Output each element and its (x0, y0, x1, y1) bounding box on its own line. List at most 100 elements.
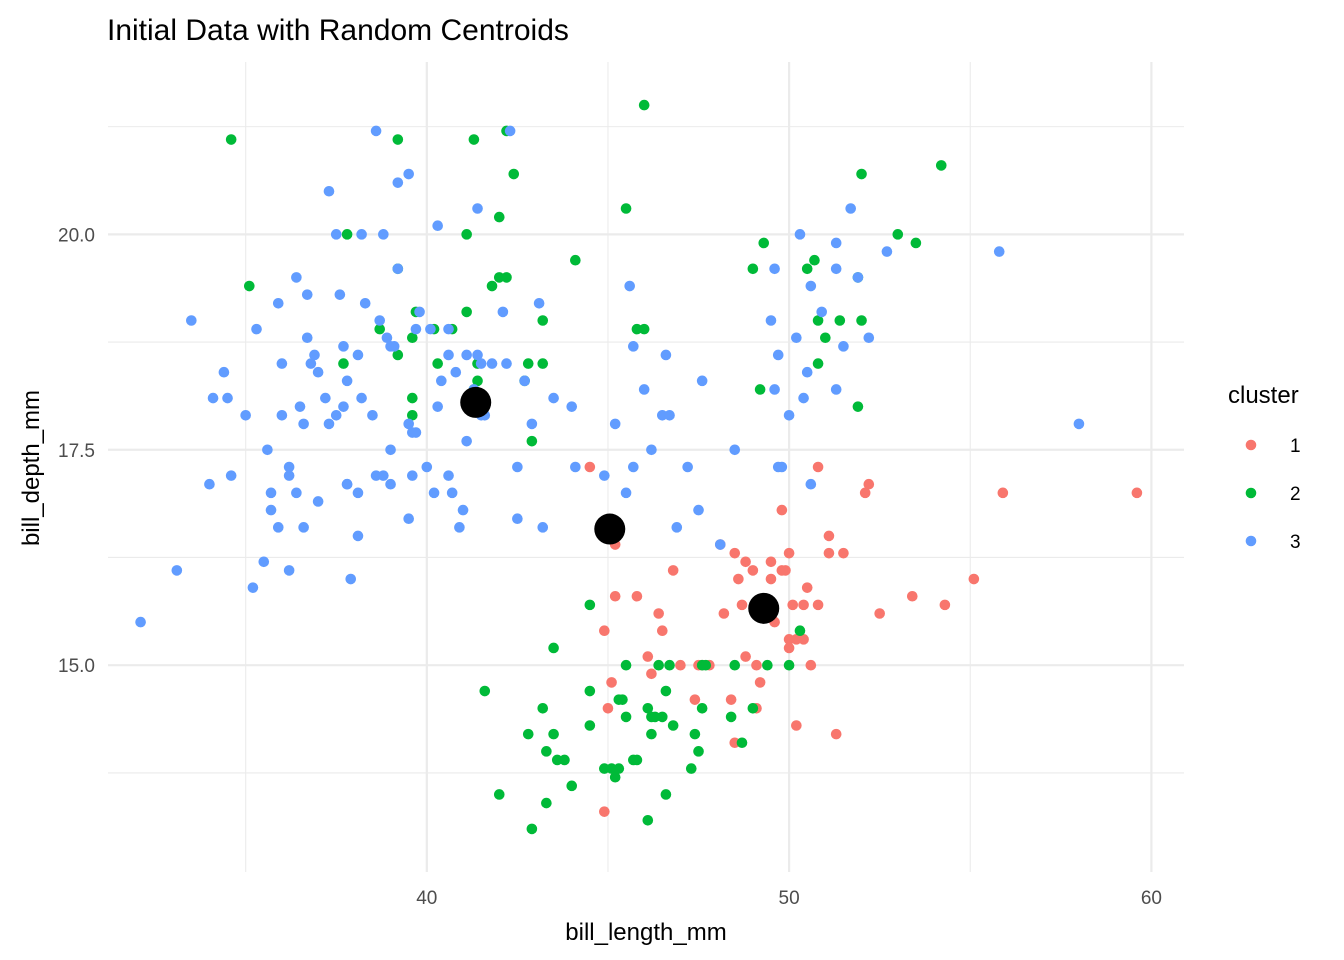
data-point-cluster-1 (740, 651, 751, 662)
data-point-cluster-3 (385, 341, 396, 352)
data-point-cluster-2 (910, 237, 922, 249)
data-point-cluster-1 (729, 737, 741, 749)
data-point-cluster-3 (378, 229, 389, 240)
data-point-cluster-3 (830, 384, 842, 395)
data-point-cluster-1 (780, 565, 791, 576)
data-point-cluster-3 (403, 168, 415, 180)
data-point-cluster-3 (769, 263, 780, 275)
data-point-cluster-2 (609, 771, 621, 783)
data-point-cluster-1 (783, 634, 795, 645)
data-point-cluster-2 (638, 323, 650, 335)
data-point-cluster-1 (754, 677, 766, 688)
legend-label-2: 2 (1290, 484, 1301, 505)
data-point-cluster-1 (823, 547, 835, 559)
data-point-cluster-2 (685, 763, 697, 774)
data-point-cluster-1 (599, 806, 610, 817)
data-point-cluster-3 (570, 461, 581, 473)
data-point-cluster-3 (225, 470, 237, 481)
data-point-cluster-3 (240, 409, 251, 421)
data-point-cluster-2 (548, 642, 559, 654)
data-point-cluster-3 (338, 341, 349, 352)
data-point-cluster-1 (642, 651, 654, 662)
data-point-cluster-2 (566, 780, 578, 792)
data-point-cluster-3 (432, 401, 443, 412)
data-point-cluster-3 (526, 418, 538, 430)
data-point-cluster-1 (657, 625, 668, 637)
legend-title: cluster (1228, 382, 1299, 409)
data-point-cluster-3 (204, 478, 215, 490)
data-point-cluster-3 (359, 297, 371, 309)
data-point-cluster-3 (410, 323, 422, 335)
data-point-cluster-2 (407, 392, 418, 404)
data-point-cluster-1 (765, 573, 777, 585)
data-point-cluster-2 (794, 625, 806, 637)
data-point-cluster-3 (356, 229, 367, 240)
data-point-cluster-3 (664, 409, 675, 421)
data-point-cluster-3 (272, 522, 284, 533)
data-point-cluster-2 (747, 263, 759, 275)
data-point-cluster-2 (856, 315, 867, 326)
data-point-cluster-3 (352, 530, 364, 542)
data-point-cluster-1 (606, 677, 617, 688)
data-point-cluster-2 (407, 332, 418, 344)
data-point-cluster-3 (461, 435, 472, 447)
x-tick-label: 60 (1141, 888, 1162, 909)
data-point-cluster-1 (783, 642, 795, 654)
data-point-cluster-2 (649, 711, 661, 723)
data-point-cluster-3 (765, 315, 777, 326)
data-point-cluster-2 (551, 754, 563, 766)
data-point-cluster-2 (468, 134, 480, 145)
data-point-cluster-3 (566, 401, 578, 412)
data-point-cluster-2 (693, 746, 704, 757)
data-point-cluster-3 (171, 565, 183, 576)
data-point-cluster-2 (812, 315, 824, 326)
centroid-marker (594, 513, 626, 545)
data-point-cluster-3 (624, 280, 635, 292)
data-point-cluster-2 (570, 254, 581, 266)
data-point-cluster-2 (493, 272, 505, 283)
data-point-cluster-3 (830, 237, 842, 249)
data-point-cluster-2 (392, 134, 404, 145)
data-point-cluster-2 (486, 280, 498, 292)
data-point-cluster-3 (312, 366, 324, 378)
data-point-cluster-1 (747, 565, 759, 576)
data-point-cluster-3 (403, 418, 415, 430)
data-points (135, 99, 1143, 835)
data-point-cluster-3 (283, 470, 295, 481)
data-point-cluster-1 (751, 659, 762, 671)
data-point-cluster-1 (725, 694, 737, 705)
data-point-cluster-3 (370, 470, 382, 481)
data-point-cluster-1 (667, 565, 679, 576)
data-point-cluster-1 (765, 556, 777, 568)
data-point-cluster-2 (392, 349, 404, 361)
data-point-cluster-3 (356, 392, 367, 404)
data-point-cluster-3 (330, 229, 342, 240)
data-point-cluster-3 (628, 461, 639, 473)
data-point-cluster-2 (537, 315, 549, 326)
data-point-cluster-3 (334, 289, 346, 300)
data-point-cluster-3 (852, 272, 864, 283)
data-point-cluster-1 (801, 582, 813, 593)
data-point-cluster-2 (620, 711, 632, 723)
data-point-cluster-3 (345, 573, 357, 585)
y-axis-title: bill_depth_mm (18, 390, 45, 546)
data-point-cluster-3 (410, 427, 422, 438)
data-point-cluster-1 (599, 625, 610, 637)
data-point-cluster-3 (283, 461, 295, 473)
data-point-cluster-2 (617, 694, 628, 705)
data-point-cluster-3 (512, 513, 523, 525)
data-point-cluster-1 (997, 487, 1009, 499)
data-point-cluster-3 (881, 246, 893, 257)
data-point-cluster-1 (740, 556, 751, 568)
data-point-cluster-1 (733, 573, 744, 585)
data-point-cluster-1 (1131, 487, 1143, 499)
data-point-cluster-3 (186, 315, 197, 326)
data-point-cluster-3 (385, 478, 396, 490)
data-point-cluster-2 (892, 229, 904, 240)
data-point-cluster-2 (620, 203, 632, 214)
data-point-cluster-1 (791, 634, 802, 645)
data-point-cluster-2 (548, 728, 559, 740)
data-point-cluster-2 (461, 229, 472, 240)
data-point-cluster-3 (475, 358, 487, 369)
data-point-cluster-2 (664, 659, 675, 671)
